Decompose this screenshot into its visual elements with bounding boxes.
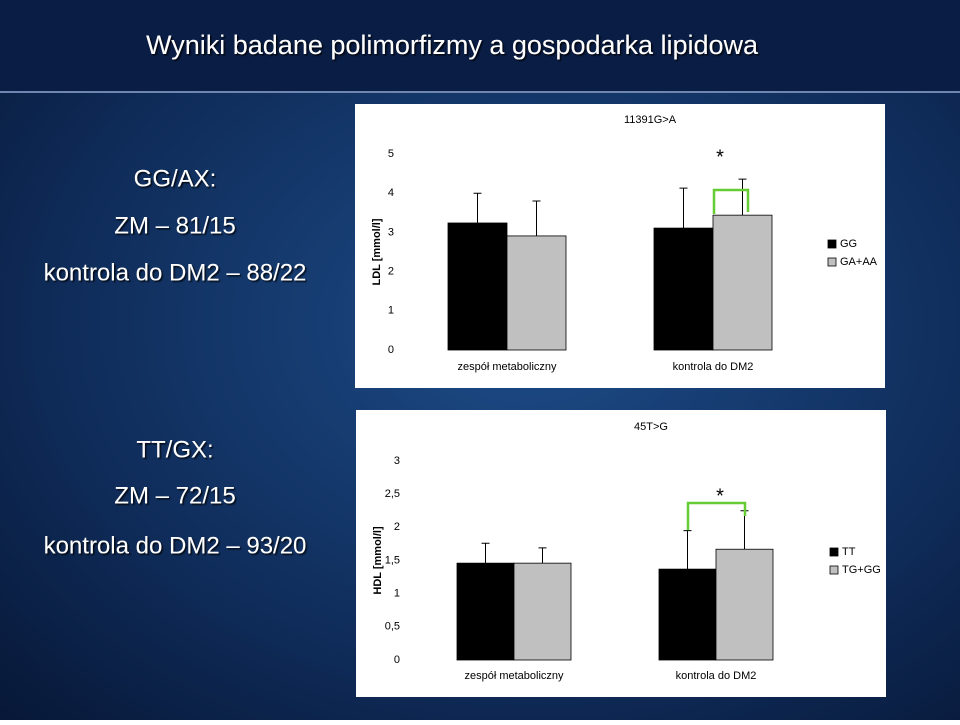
bar	[653, 227, 714, 351]
group-line: kontrola do DM2 – 88/22	[44, 259, 307, 286]
y-tick-label: 4	[388, 187, 394, 199]
group-heading: TT/GX:	[136, 436, 213, 463]
y-tick-label: 2	[388, 266, 394, 278]
y-tick-label: 1	[394, 588, 400, 600]
legend-label: TT	[842, 546, 856, 558]
legend-swatch	[827, 239, 837, 249]
error-bar	[473, 192, 482, 223]
y-tick-label: 1,5	[385, 554, 400, 566]
legend-label: GA+AA	[840, 256, 878, 268]
bar	[513, 562, 572, 661]
legend-label: TG+GG	[842, 564, 881, 576]
y-tick-label: 0,5	[385, 621, 400, 633]
bar	[712, 214, 773, 351]
x-tick-label: zespół metaboliczny	[464, 670, 564, 682]
group-line: ZM – 72/15	[114, 482, 235, 509]
y-tick-label: 0	[388, 344, 394, 356]
x-tick-label: kontrola do DM2	[673, 361, 754, 373]
y-tick-label: 5	[388, 148, 394, 160]
group-heading: GG/AX:	[134, 165, 217, 192]
x-tick-label: zespół metaboliczny	[457, 361, 557, 373]
y-axis-label: HDL [mmol/l]	[372, 526, 384, 595]
significance-bracket	[712, 188, 750, 214]
y-tick-label: 3	[388, 226, 394, 238]
error-bar	[538, 547, 547, 564]
y-tick-label: 3	[394, 455, 400, 467]
error-bar	[532, 200, 541, 236]
error-bar	[481, 542, 490, 564]
group-line: kontrola do DM2 – 93/20	[44, 532, 307, 559]
x-tick-label: kontrola do DM2	[676, 670, 757, 682]
error-bar	[683, 530, 692, 570]
y-tick-label: 0	[394, 654, 400, 666]
legend-swatch	[829, 565, 839, 575]
legend-swatch	[829, 547, 839, 557]
chart-panel	[356, 410, 886, 697]
significance-mark: *	[716, 146, 724, 168]
bar	[658, 568, 717, 661]
significance-bracket	[686, 501, 747, 530]
chart-panel	[355, 104, 885, 388]
significance-mark: *	[716, 485, 724, 507]
y-axis-label: LDL [mmol/l]	[371, 218, 383, 285]
error-bar	[679, 187, 688, 229]
y-tick-label: 2	[394, 521, 400, 533]
title-bar	[0, 0, 960, 92]
legend-label: GG	[840, 238, 857, 250]
y-tick-label: 2,5	[385, 488, 400, 500]
bar	[456, 562, 515, 661]
chart-title: 45T>G	[634, 421, 668, 433]
slide-title: Wyniki badane polimorfizmy a gospodarka …	[146, 30, 759, 60]
legend-swatch	[827, 257, 837, 267]
bar	[506, 235, 567, 351]
bar	[715, 548, 774, 661]
chart-title: 11391G>A	[624, 114, 677, 126]
group-line: ZM – 81/15	[114, 212, 235, 239]
error-bar	[738, 178, 747, 216]
bar	[447, 222, 508, 351]
y-tick-label: 1	[388, 305, 394, 317]
